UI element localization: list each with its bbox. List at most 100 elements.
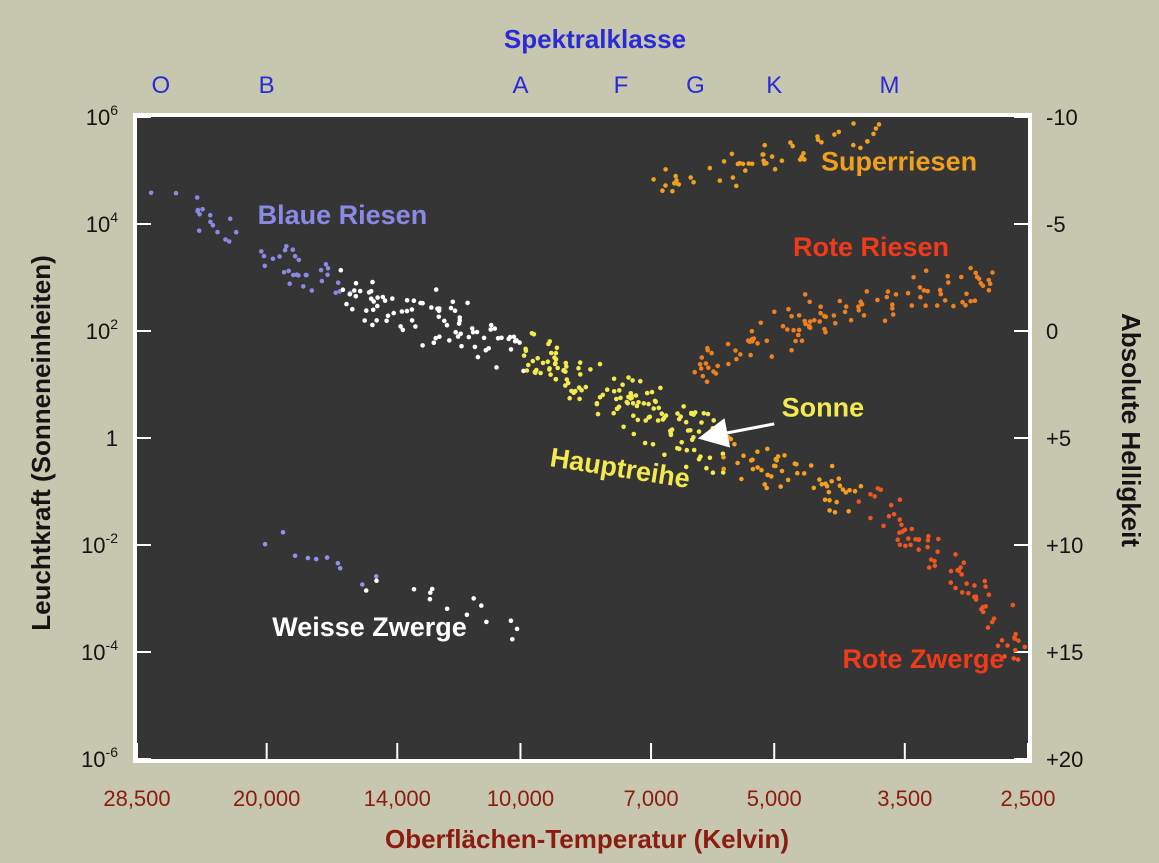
star-point-hauptreihe [552, 361, 558, 367]
star-point-rote-riesen [986, 287, 992, 293]
star-point-rote-riesen [986, 277, 992, 283]
star-point-rote-zwerge [959, 572, 964, 577]
star-point-hauptreihe [470, 329, 476, 335]
star-point-weisse-zwerge [280, 530, 286, 535]
star-point-rote-riesen [837, 298, 843, 304]
star-point-superriesen [734, 183, 739, 189]
star-point-hauptreihe [656, 405, 662, 411]
star-point-hauptreihe [390, 296, 395, 301]
star-point-rote-zwerge [891, 511, 897, 517]
star-point-hauptreihe [594, 401, 600, 407]
star-point-hauptreihe [651, 406, 656, 411]
star-point-rote-zwerge [1016, 638, 1021, 644]
star-point-rote-zwerge [868, 515, 873, 521]
star-point-hauptreihe [658, 385, 663, 391]
star-point-superriesen [876, 122, 882, 127]
star-point-hauptreihe [457, 315, 463, 320]
star-point-hauptreihe [475, 354, 481, 360]
y2-tick-label: +20 [1046, 747, 1083, 772]
star-point-rote-riesen [817, 319, 822, 324]
star-point-hauptreihe [679, 440, 684, 445]
star-point-hauptreihe [437, 334, 442, 340]
star-point-rote-zwerge [948, 580, 954, 585]
star-point-hauptreihe [398, 324, 403, 329]
region-label-weisse-zwerge: Weisse Zwerge [272, 612, 467, 642]
star-point-hauptreihe [646, 401, 651, 407]
star-point-hauptreihe [368, 296, 374, 302]
star-point-hauptreihe [474, 329, 480, 335]
star-point-weisse-zwerge [479, 603, 484, 608]
star-point-hauptreihe [678, 414, 683, 419]
star-point-hauptreihe [597, 395, 603, 400]
star-point-hauptreihe [631, 431, 637, 437]
star-point-superriesen [799, 154, 805, 159]
star-point-rote-riesen [755, 341, 760, 346]
star-point-hauptreihe [400, 327, 406, 333]
star-point-hauptreihe [385, 313, 391, 319]
star-point-weisse-zwerge [262, 541, 268, 547]
spectral-class-label: F [614, 72, 629, 99]
star-point-hauptreihe [433, 335, 439, 341]
star-point-weisse-zwerge [427, 596, 433, 602]
star-point-hauptreihe [353, 280, 359, 286]
star-point-hauptreihe [739, 476, 744, 482]
star-point-hauptreihe [535, 356, 540, 361]
star-point-superriesen [858, 145, 863, 151]
star-point-superriesen [819, 140, 824, 145]
star-point-rote-zwerge [932, 558, 937, 564]
x-axis-title: Oberflächen-Temperatur (Kelvin) [385, 824, 789, 854]
star-point-superriesen [688, 175, 693, 180]
star-point-superriesen [672, 181, 677, 186]
y2-tick-label: +15 [1046, 640, 1083, 665]
star-point-rote-riesen [764, 338, 770, 344]
star-point-hauptreihe [704, 465, 709, 471]
region-label-blaue-riesen: Blaue Riesen [258, 200, 428, 230]
star-point-rote-zwerge [903, 543, 908, 549]
x-tick-label: 7,000 [624, 786, 679, 811]
star-point-hauptreihe [698, 454, 703, 459]
spectral-class-label: G [686, 72, 705, 99]
y2-tick-label: -10 [1046, 105, 1078, 130]
star-point-rote-zwerge [985, 625, 991, 630]
star-point-rote-zwerge [881, 523, 886, 529]
star-point-hauptreihe [364, 308, 369, 313]
star-point-rote-riesen [749, 336, 755, 342]
star-point-rote-riesen [796, 332, 801, 338]
star-point-hauptreihe [649, 389, 655, 395]
star-point-hauptreihe [635, 417, 641, 423]
star-point-hauptreihe [827, 498, 832, 503]
y2-tick-label: -5 [1046, 212, 1066, 237]
star-point-hauptreihe [577, 360, 583, 365]
plot-area [137, 117, 1028, 759]
star-point-rote-riesen [990, 270, 995, 275]
tick-marks [136, 116, 1029, 760]
spectral-class-label: B [259, 72, 275, 99]
star-point-hauptreihe [442, 318, 447, 324]
star-point-superriesen [730, 175, 736, 180]
star-point-superriesen [663, 167, 668, 172]
star-point-rote-riesen [893, 292, 899, 297]
star-point-rote-riesen [713, 371, 719, 376]
star-point-rote-riesen [818, 304, 823, 310]
star-point-rote-zwerge [908, 542, 913, 548]
star-point-rote-zwerge [953, 585, 958, 591]
star-point-hauptreihe [453, 329, 459, 335]
star-point-blaue-riesen [194, 195, 200, 200]
star-point-hauptreihe [391, 310, 397, 316]
star-point-rote-zwerge [899, 522, 904, 528]
star-point-blaue-riesen [303, 272, 309, 278]
region-label-rote-riesen: Rote Riesen [793, 232, 949, 262]
star-point-hauptreihe [431, 340, 437, 346]
star-point-rote-riesen [875, 297, 880, 303]
star-point-hauptreihe [583, 384, 589, 390]
star-point-rote-riesen [738, 352, 743, 357]
star-point-superriesen [871, 131, 876, 137]
star-point-hauptreihe [631, 413, 636, 419]
star-point-hauptreihe [837, 483, 843, 489]
star-point-hauptreihe [506, 336, 512, 342]
star-point-rote-zwerge [983, 604, 988, 609]
star-point-rote-riesen [700, 373, 706, 379]
star-point-hauptreihe [801, 471, 807, 476]
star-point-hauptreihe [576, 365, 581, 371]
star-point-hauptreihe [436, 314, 442, 320]
